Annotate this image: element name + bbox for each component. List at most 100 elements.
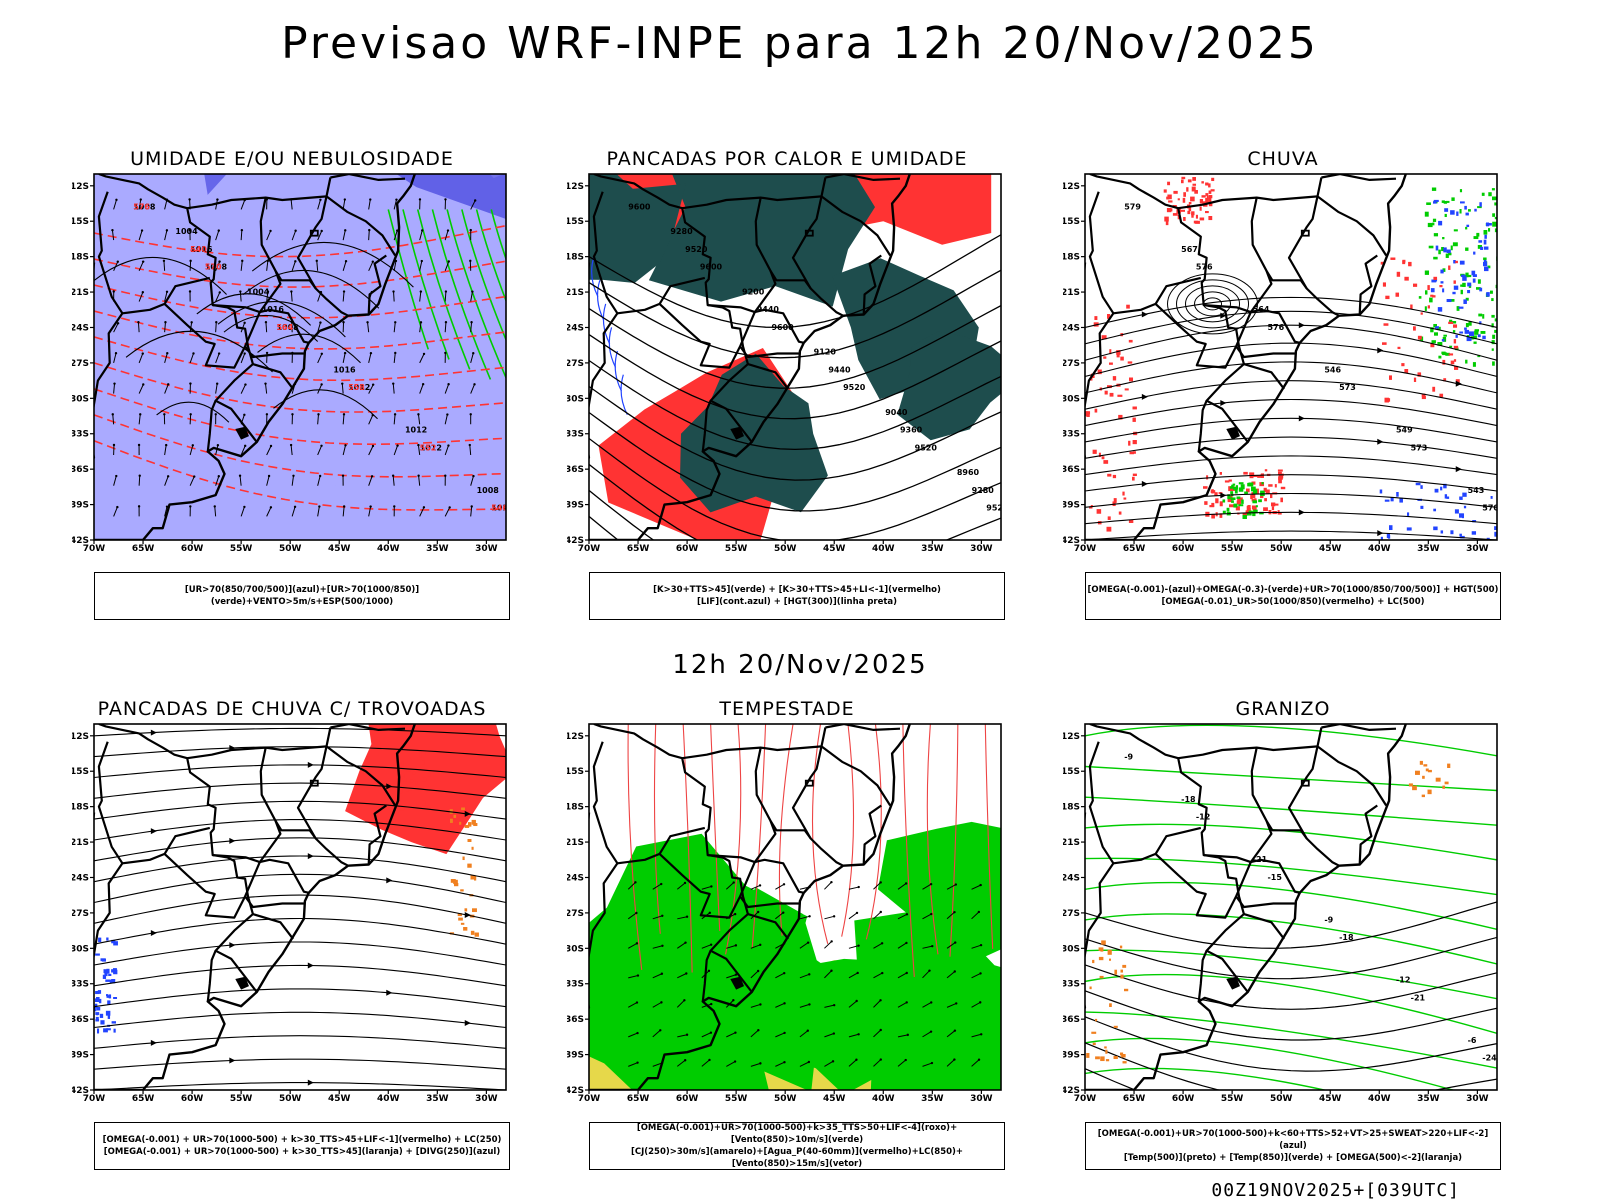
lat-tick-label: 15S xyxy=(567,217,584,227)
rain-dot xyxy=(1419,296,1422,299)
wind-vector-head xyxy=(808,1061,810,1063)
rain-dot xyxy=(1252,511,1255,516)
legend-box: [K>30+TTS>45](verde) + [K>30+TTS>45+LI<-… xyxy=(589,572,1005,620)
precipitable-water-line xyxy=(842,724,854,937)
wind-vector-head xyxy=(343,505,345,507)
lon-tick-label: 45W xyxy=(328,1094,351,1104)
rain-dot xyxy=(1223,499,1226,502)
state-border xyxy=(187,728,330,759)
streamline-arrow xyxy=(465,1020,471,1026)
state-border xyxy=(245,862,304,907)
omega-dot xyxy=(1120,975,1123,979)
wind-vector-head xyxy=(906,1001,908,1003)
rain-dot xyxy=(1466,323,1469,327)
rain-dot xyxy=(1456,212,1458,216)
wind-vector-head xyxy=(444,474,446,476)
rain-dot xyxy=(1204,501,1207,505)
rain-dot xyxy=(1209,197,1212,202)
rain-dot xyxy=(1420,485,1422,489)
rain-dot xyxy=(1450,530,1453,534)
contour-label: -18 xyxy=(1339,933,1354,942)
wind-vector-head xyxy=(808,1003,810,1005)
rain-dot xyxy=(1231,485,1234,488)
rain-dot xyxy=(1407,512,1409,516)
wind-vector-head xyxy=(955,1002,957,1004)
streamline-arrow xyxy=(386,990,392,996)
rain-dot xyxy=(1132,477,1135,481)
storm-dot xyxy=(459,822,461,825)
rain-dot xyxy=(1445,214,1447,217)
rain-dot xyxy=(1432,387,1435,392)
lat-tick-label: 15S xyxy=(1063,217,1080,227)
wind-vector-head xyxy=(244,445,246,447)
state-border xyxy=(793,746,843,865)
rain-dot xyxy=(1491,315,1494,318)
rain-dot xyxy=(1215,498,1218,503)
rain-dot xyxy=(1085,411,1090,414)
wind-vector-head xyxy=(880,911,882,913)
wind-vector-head xyxy=(139,413,141,415)
rain-dot xyxy=(1448,322,1453,324)
wind-vector-head xyxy=(393,505,395,507)
rain-dot xyxy=(1238,504,1243,506)
rain-dot xyxy=(1473,252,1475,255)
wind-vector-head xyxy=(344,229,346,231)
wind-vector-head xyxy=(980,1033,982,1035)
wind-vector-head xyxy=(636,1001,638,1003)
wind-vector-head xyxy=(321,353,323,355)
state-border xyxy=(1236,312,1295,357)
wind-vector-head xyxy=(239,290,241,292)
streamline-arrow xyxy=(1142,394,1148,400)
lon-tick-label: 65W xyxy=(132,544,155,554)
lon-tick-label: 50W xyxy=(774,1094,797,1104)
wind-vector-head xyxy=(417,413,419,415)
rain-dot xyxy=(1396,492,1398,497)
wind-vector-head xyxy=(757,911,759,913)
wind-vector-head xyxy=(423,506,425,508)
streamline-arrow xyxy=(1299,415,1305,421)
wind-vector-head xyxy=(710,943,712,945)
wind-vector-head xyxy=(396,444,398,446)
wind-vector-head xyxy=(142,352,144,354)
wind-vector-head xyxy=(757,970,759,972)
rain-dot xyxy=(1478,240,1482,243)
rain-dot xyxy=(1441,530,1443,533)
lat-tick-label: 30S xyxy=(1063,394,1080,404)
wind-vector-head xyxy=(881,942,883,944)
wind-vector-head xyxy=(239,475,241,477)
rain-dot xyxy=(1465,227,1467,230)
streamline xyxy=(1085,400,1497,426)
rain-dot xyxy=(1439,285,1442,287)
rain-dot xyxy=(1460,201,1465,203)
state-border xyxy=(1321,174,1396,180)
storm-dot xyxy=(461,923,464,925)
wind-vector-head xyxy=(445,290,447,292)
rain-dot xyxy=(1484,240,1487,245)
streamline-arrow xyxy=(386,877,392,883)
wind-vector-head xyxy=(344,198,346,200)
rain-dot xyxy=(1459,332,1463,334)
wind-vector-head xyxy=(470,413,472,415)
wind-vector-head xyxy=(472,352,474,354)
rain-dot xyxy=(1247,513,1252,515)
legend-line: [Temp(500)](preto) + [Temp(850)](verde) … xyxy=(1086,1152,1500,1164)
rain-dot xyxy=(1186,187,1188,191)
legend-box: [OMEGA(-0.001)+UR>70(1000-500)+k>35_TTS>… xyxy=(589,1122,1005,1170)
wind-vector-head xyxy=(471,505,473,507)
rain-dot xyxy=(1492,348,1494,350)
lon-tick-label: 40W xyxy=(872,544,895,554)
wind-vector-head xyxy=(270,506,272,508)
rain-dot xyxy=(1113,475,1116,478)
wind-vector-head xyxy=(660,1001,662,1003)
storm-dot xyxy=(410,780,413,782)
rain-dot xyxy=(1442,339,1445,341)
wind-vector-head xyxy=(683,999,685,1001)
lat-tick-label: 36S xyxy=(567,1015,584,1025)
rain-dot xyxy=(1113,376,1116,380)
wind-vector-head xyxy=(319,475,321,477)
wind-vector-head xyxy=(928,969,930,971)
streamline xyxy=(94,1036,506,1049)
rain-dot xyxy=(1164,217,1169,222)
contour-label: -15 xyxy=(1267,873,1282,882)
rain-dot xyxy=(1483,262,1487,266)
